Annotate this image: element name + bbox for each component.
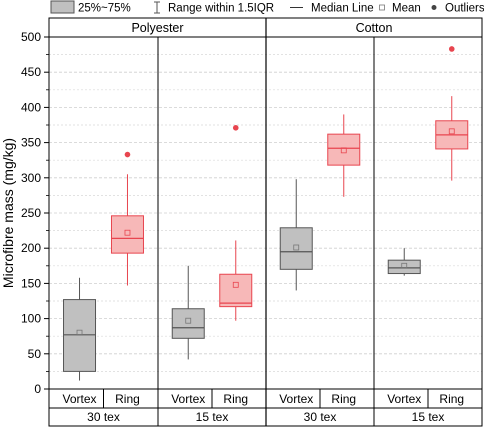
x-category-label-vortex: Vortex (171, 392, 205, 406)
legend-mean-swatch (379, 4, 385, 11)
outlier-cotton-15tex-ring (448, 46, 455, 52)
y-tick-label: 350 (21, 136, 41, 150)
y-tick-label: 250 (21, 206, 41, 220)
tex-group-label: 15 tex (196, 410, 229, 424)
legend-outlier-swatch (431, 5, 437, 10)
legend-label-box: 25%~75% (78, 3, 131, 15)
x-category-label-vortex: Vortex (279, 392, 313, 406)
y-tick-label: 200 (21, 241, 41, 255)
y-tick-label: 150 (21, 276, 41, 290)
x-category-label-ring: Ring (439, 392, 464, 406)
mean-polyester-30tex-vortex (76, 329, 83, 336)
tex-group-label: 30 tex (304, 410, 337, 424)
mean-polyester-15tex-ring (232, 281, 239, 288)
x-category-label-ring: Ring (115, 392, 140, 406)
tex-group-label: 15 tex (412, 410, 445, 424)
legend-label-whisker: Range within 1.5IQR (168, 3, 274, 15)
legend-label-mean: Mean (392, 3, 421, 15)
y-tick-label: 100 (21, 312, 41, 326)
x-category-label-ring: Ring (223, 392, 248, 406)
mean-polyester-15tex-vortex (185, 317, 192, 324)
y-tick-label: 400 (21, 100, 41, 114)
x-category-label-vortex: Vortex (63, 392, 97, 406)
box-cotton-30tex-ring (327, 133, 361, 166)
legend-label-median: Median Line (311, 3, 374, 15)
y-tick-label: 450 (21, 65, 41, 79)
y-tick-label: 50 (28, 347, 42, 361)
outlier-polyester-30tex-ring (124, 151, 131, 158)
mean-cotton-30tex-ring (340, 147, 347, 154)
mean-cotton-15tex-vortex (401, 262, 408, 269)
legend-label-outlier: Outliers (445, 3, 484, 15)
x-category-label-vortex: Vortex (387, 392, 421, 406)
box-polyester-15tex-ring (219, 273, 253, 308)
mean-polyester-30tex-ring (124, 229, 131, 236)
outlier-polyester-15tex-ring (232, 125, 239, 131)
fibre-group-title-cotton: Cotton (356, 21, 393, 35)
box-cotton-15tex-vortex (387, 259, 421, 275)
mean-cotton-30tex-vortex (293, 244, 300, 251)
mean-cotton-15tex-ring (448, 128, 455, 135)
y-axis-label: Microfibre mass (mg/kg) (0, 138, 16, 288)
legend-box-swatch (50, 0, 75, 14)
x-category-label-ring: Ring (331, 392, 356, 406)
y-tick-label: 300 (21, 171, 41, 185)
fibre-group-title-polyester: Polyester (131, 21, 183, 35)
tex-group-label: 30 tex (87, 410, 120, 424)
box-cotton-30tex-vortex (279, 227, 313, 270)
box-polyester-30tex-ring (110, 215, 144, 254)
y-tick-label: 500 (21, 30, 41, 44)
y-tick-label: 0 (34, 382, 41, 396)
